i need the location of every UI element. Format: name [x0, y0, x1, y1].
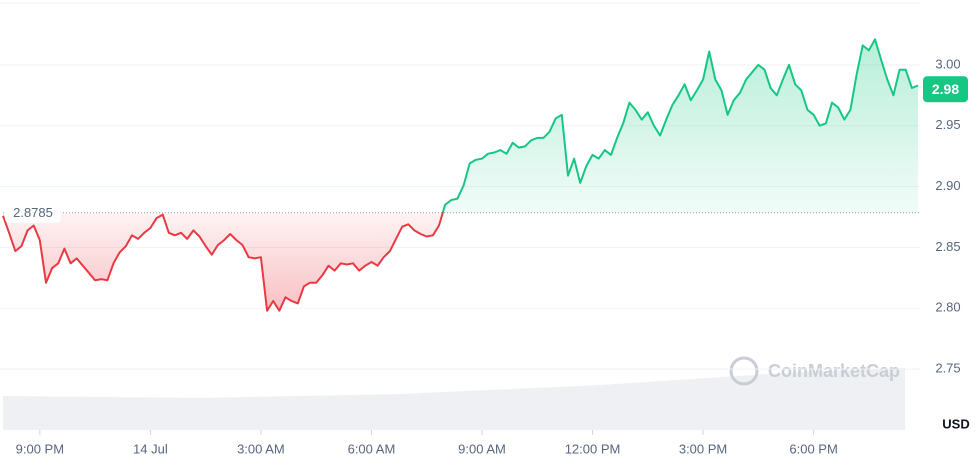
volume-backdrop	[3, 368, 905, 430]
watermark: CoinMarketCap	[768, 361, 900, 381]
y-tick-label: 2.80	[935, 300, 960, 315]
y-tick-label: 2.90	[935, 178, 960, 193]
x-tick-label: 3:00 AM	[237, 441, 285, 456]
watermark-logo: CoinMarketCap	[729, 356, 900, 386]
price-area	[3, 39, 918, 311]
y-tick-label: 2.85	[935, 239, 960, 254]
x-tick-label: 6:00 PM	[789, 441, 837, 456]
price-line	[2, 38, 919, 312]
y-tick-label: 3.00	[935, 56, 960, 71]
current-price-label: 2.98	[932, 81, 959, 97]
x-tick-label: 9:00 AM	[458, 441, 506, 456]
x-tick-label: 14 Jul	[133, 441, 168, 456]
baseline-label-box	[5, 202, 61, 223]
x-tick-label: 9:00 PM	[16, 441, 64, 456]
current-price-badge	[923, 76, 968, 103]
y-tick-label: 2.95	[935, 117, 960, 132]
x-tick-label: 12:00 PM	[565, 441, 621, 456]
y-unit: USD	[942, 416, 969, 431]
baseline-label: 2.8785	[13, 205, 53, 220]
y-tick-label: 2.75	[935, 361, 960, 376]
x-tick-label: 3:00 PM	[679, 441, 727, 456]
x-tick-label: 6:00 AM	[348, 441, 396, 456]
